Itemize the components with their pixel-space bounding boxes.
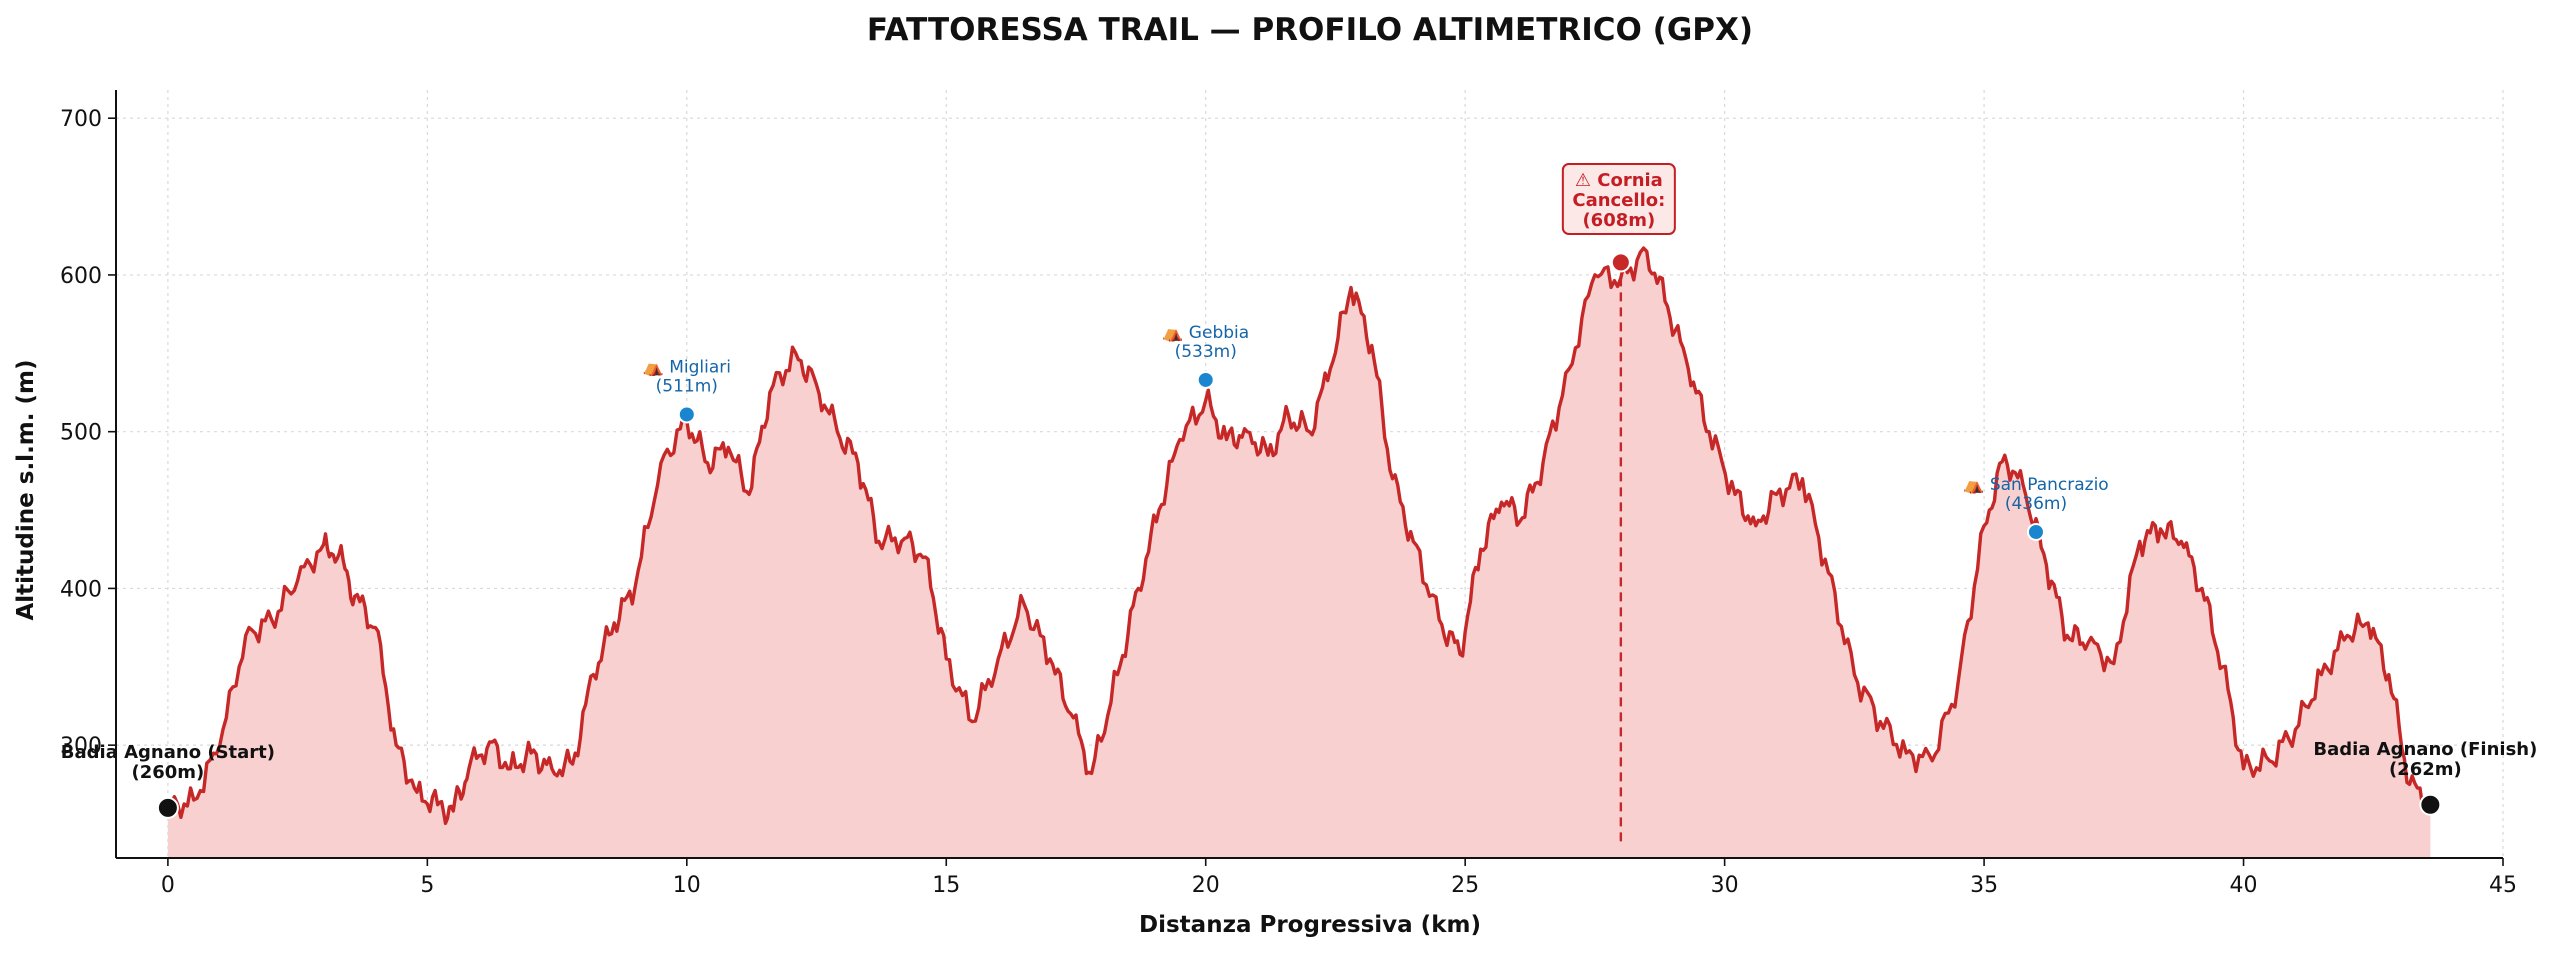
- critical-label: ⚠ Cornia Cancello: (608m): [1572, 170, 1665, 231]
- waypoint-marker: [2026, 522, 2045, 541]
- y-tick-label: 700: [60, 107, 102, 132]
- x-tick-label: 10: [673, 873, 701, 898]
- y-tick-label: 300: [60, 734, 102, 759]
- y-tick-label: 500: [60, 421, 102, 446]
- x-tick-label: 45: [2489, 873, 2517, 898]
- x-tick-label: 30: [1711, 873, 1739, 898]
- y-axis-title: Altitudine s.l.m. (m): [13, 359, 39, 620]
- x-tick-label: 15: [932, 873, 960, 898]
- waypoint-marker: [677, 405, 696, 424]
- x-tick-label: 40: [2230, 873, 2258, 898]
- y-tick-label: 600: [60, 264, 102, 289]
- x-tick-label: 5: [420, 873, 434, 898]
- chart-title: FATTORESSA TRAIL — PROFILO ALTIMETRICO (…: [867, 12, 1753, 48]
- x-tick-label: 20: [1192, 873, 1220, 898]
- start-label: Badia Agnano (Start) (260m): [61, 742, 275, 783]
- x-tick-label: 35: [1970, 873, 1998, 898]
- x-axis-title: Distanza Progressiva (km): [1139, 912, 1481, 938]
- finish-marker: [2419, 793, 2442, 816]
- critical-point-marker: [1610, 252, 1631, 273]
- finish-label: Badia Agnano (Finish) (262m): [2313, 739, 2537, 780]
- waypoint-label: ⛺ Gebbia (533m): [1162, 323, 1249, 362]
- waypoint-label: ⛺ Migliari (511m): [643, 357, 731, 396]
- annotation-layer: ⚠ Cornia Cancello: (608m) ⛺ Migliari (511m) ⛺…: [61, 163, 2537, 843]
- waypoint-marker: [1196, 370, 1215, 389]
- elevation-area-fill: [167, 248, 2431, 859]
- x-tick-label: 0: [161, 873, 175, 898]
- critical-label-box: [1561, 163, 1676, 235]
- elevation-line: [166, 246, 2432, 825]
- area-layer: [166, 246, 2432, 859]
- axis-layer: 0 5 10 15 20 25 30 35 40 45 300 400 500 600 700: [60, 90, 2517, 898]
- start-marker: [156, 796, 179, 819]
- x-tick-label: 25: [1451, 873, 1479, 898]
- waypoint-label: ⛺ San Pancrazio (436m): [1963, 475, 2108, 514]
- y-tick-label: 400: [60, 577, 102, 602]
